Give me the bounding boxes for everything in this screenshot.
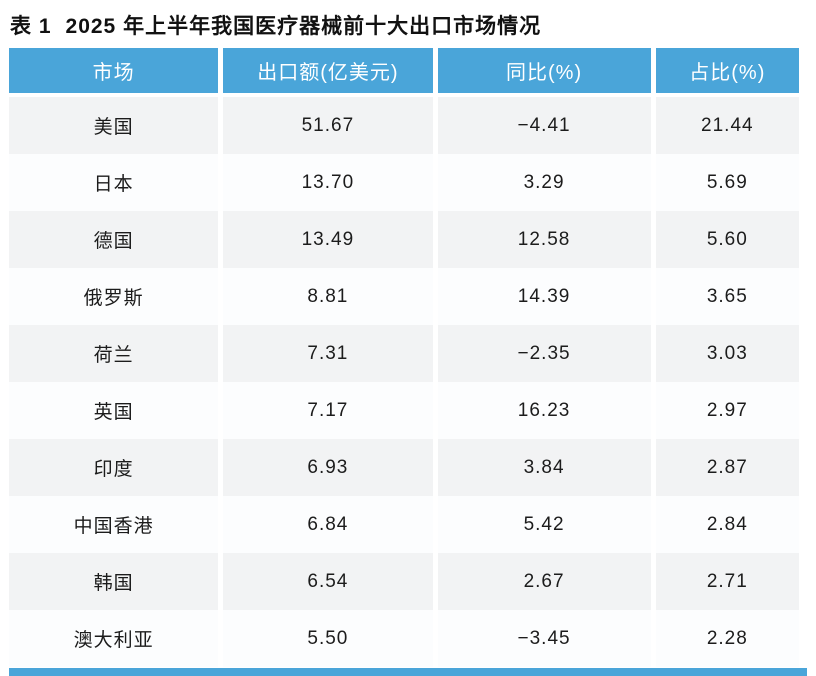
table-row: 中国香港 6.84 5.42 2.84 — [9, 496, 799, 553]
market-cell: 英国 — [9, 382, 219, 439]
value-cell: 7.31 — [223, 325, 433, 382]
value-cell: 5.60 — [655, 211, 799, 268]
table-row: 澳大利亚 5.50 −3.45 2.28 — [9, 610, 799, 667]
value-cell: 12.58 — [437, 211, 651, 268]
table-title: 2025 年上半年我国医疗器械前十大出口市场情况 — [65, 15, 542, 38]
table-row: 印度 6.93 3.84 2.87 — [9, 439, 799, 496]
table-row: 德国 13.49 12.58 5.60 — [9, 211, 799, 268]
table-row: 俄罗斯 8.81 14.39 3.65 — [9, 268, 799, 325]
value-cell: 2.87 — [655, 439, 799, 496]
table-row: 荷兰 7.31 −2.35 3.03 — [9, 325, 799, 382]
market-cell: 俄罗斯 — [9, 268, 219, 325]
market-cell: 澳大利亚 — [9, 610, 219, 667]
value-cell: 21.44 — [655, 97, 799, 154]
value-cell: −2.35 — [437, 325, 651, 382]
column-header-3: 占比(%) — [655, 48, 799, 97]
value-cell: 2.97 — [655, 382, 799, 439]
column-header-2: 同比(%) — [437, 48, 651, 97]
value-cell: 13.49 — [223, 211, 433, 268]
value-cell: 51.67 — [223, 97, 433, 154]
table-row: 日本 13.70 3.29 5.69 — [9, 154, 799, 211]
table-body: 美国 51.67 −4.41 21.44 日本 13.70 3.29 5.69 德国 13.49 1… — [9, 97, 799, 667]
column-header-1: 出口额(亿美元) — [223, 48, 433, 97]
header-row: 市场 出口额(亿美元) 同比(%) 占比(%) — [9, 48, 799, 97]
market-cell: 印度 — [9, 439, 219, 496]
value-cell: 2.67 — [437, 553, 651, 610]
table-row: 韩国 6.54 2.67 2.71 — [9, 553, 799, 610]
table-row: 英国 7.17 16.23 2.97 — [9, 382, 799, 439]
value-cell: 2.84 — [655, 496, 799, 553]
market-cell: 荷兰 — [9, 325, 219, 382]
market-cell: 美国 — [9, 97, 219, 154]
market-cell: 韩国 — [9, 553, 219, 610]
table-footer-bar — [9, 668, 807, 676]
value-cell: 5.42 — [437, 496, 651, 553]
table-caption: 表 1 2025 年上半年我国医疗器械前十大出口市场情况 — [0, 0, 816, 48]
value-cell: −4.41 — [437, 97, 651, 154]
value-cell: 3.03 — [655, 325, 799, 382]
table-row: 美国 51.67 −4.41 21.44 — [9, 97, 799, 154]
value-cell: 2.28 — [655, 610, 799, 667]
market-cell: 日本 — [9, 154, 219, 211]
market-cell: 德国 — [9, 211, 219, 268]
value-cell: −3.45 — [437, 610, 651, 667]
value-cell: 8.81 — [223, 268, 433, 325]
value-cell: 6.54 — [223, 553, 433, 610]
value-cell: 6.84 — [223, 496, 433, 553]
value-cell: 16.23 — [437, 382, 651, 439]
value-cell: 3.29 — [437, 154, 651, 211]
market-cell: 中国香港 — [9, 496, 219, 553]
value-cell: 5.69 — [655, 154, 799, 211]
value-cell: 6.93 — [223, 439, 433, 496]
value-cell: 2.71 — [655, 553, 799, 610]
value-cell: 5.50 — [223, 610, 433, 667]
value-cell: 13.70 — [223, 154, 433, 211]
table-number-label: 表 1 — [10, 15, 52, 38]
value-cell: 3.84 — [437, 439, 651, 496]
column-header-0: 市场 — [9, 48, 219, 97]
value-cell: 14.39 — [437, 268, 651, 325]
value-cell: 3.65 — [655, 268, 799, 325]
export-markets-table: 市场 出口额(亿美元) 同比(%) 占比(%) 美国 51.67 −4.41 21.44 日本… — [4, 48, 804, 667]
value-cell: 7.17 — [223, 382, 433, 439]
